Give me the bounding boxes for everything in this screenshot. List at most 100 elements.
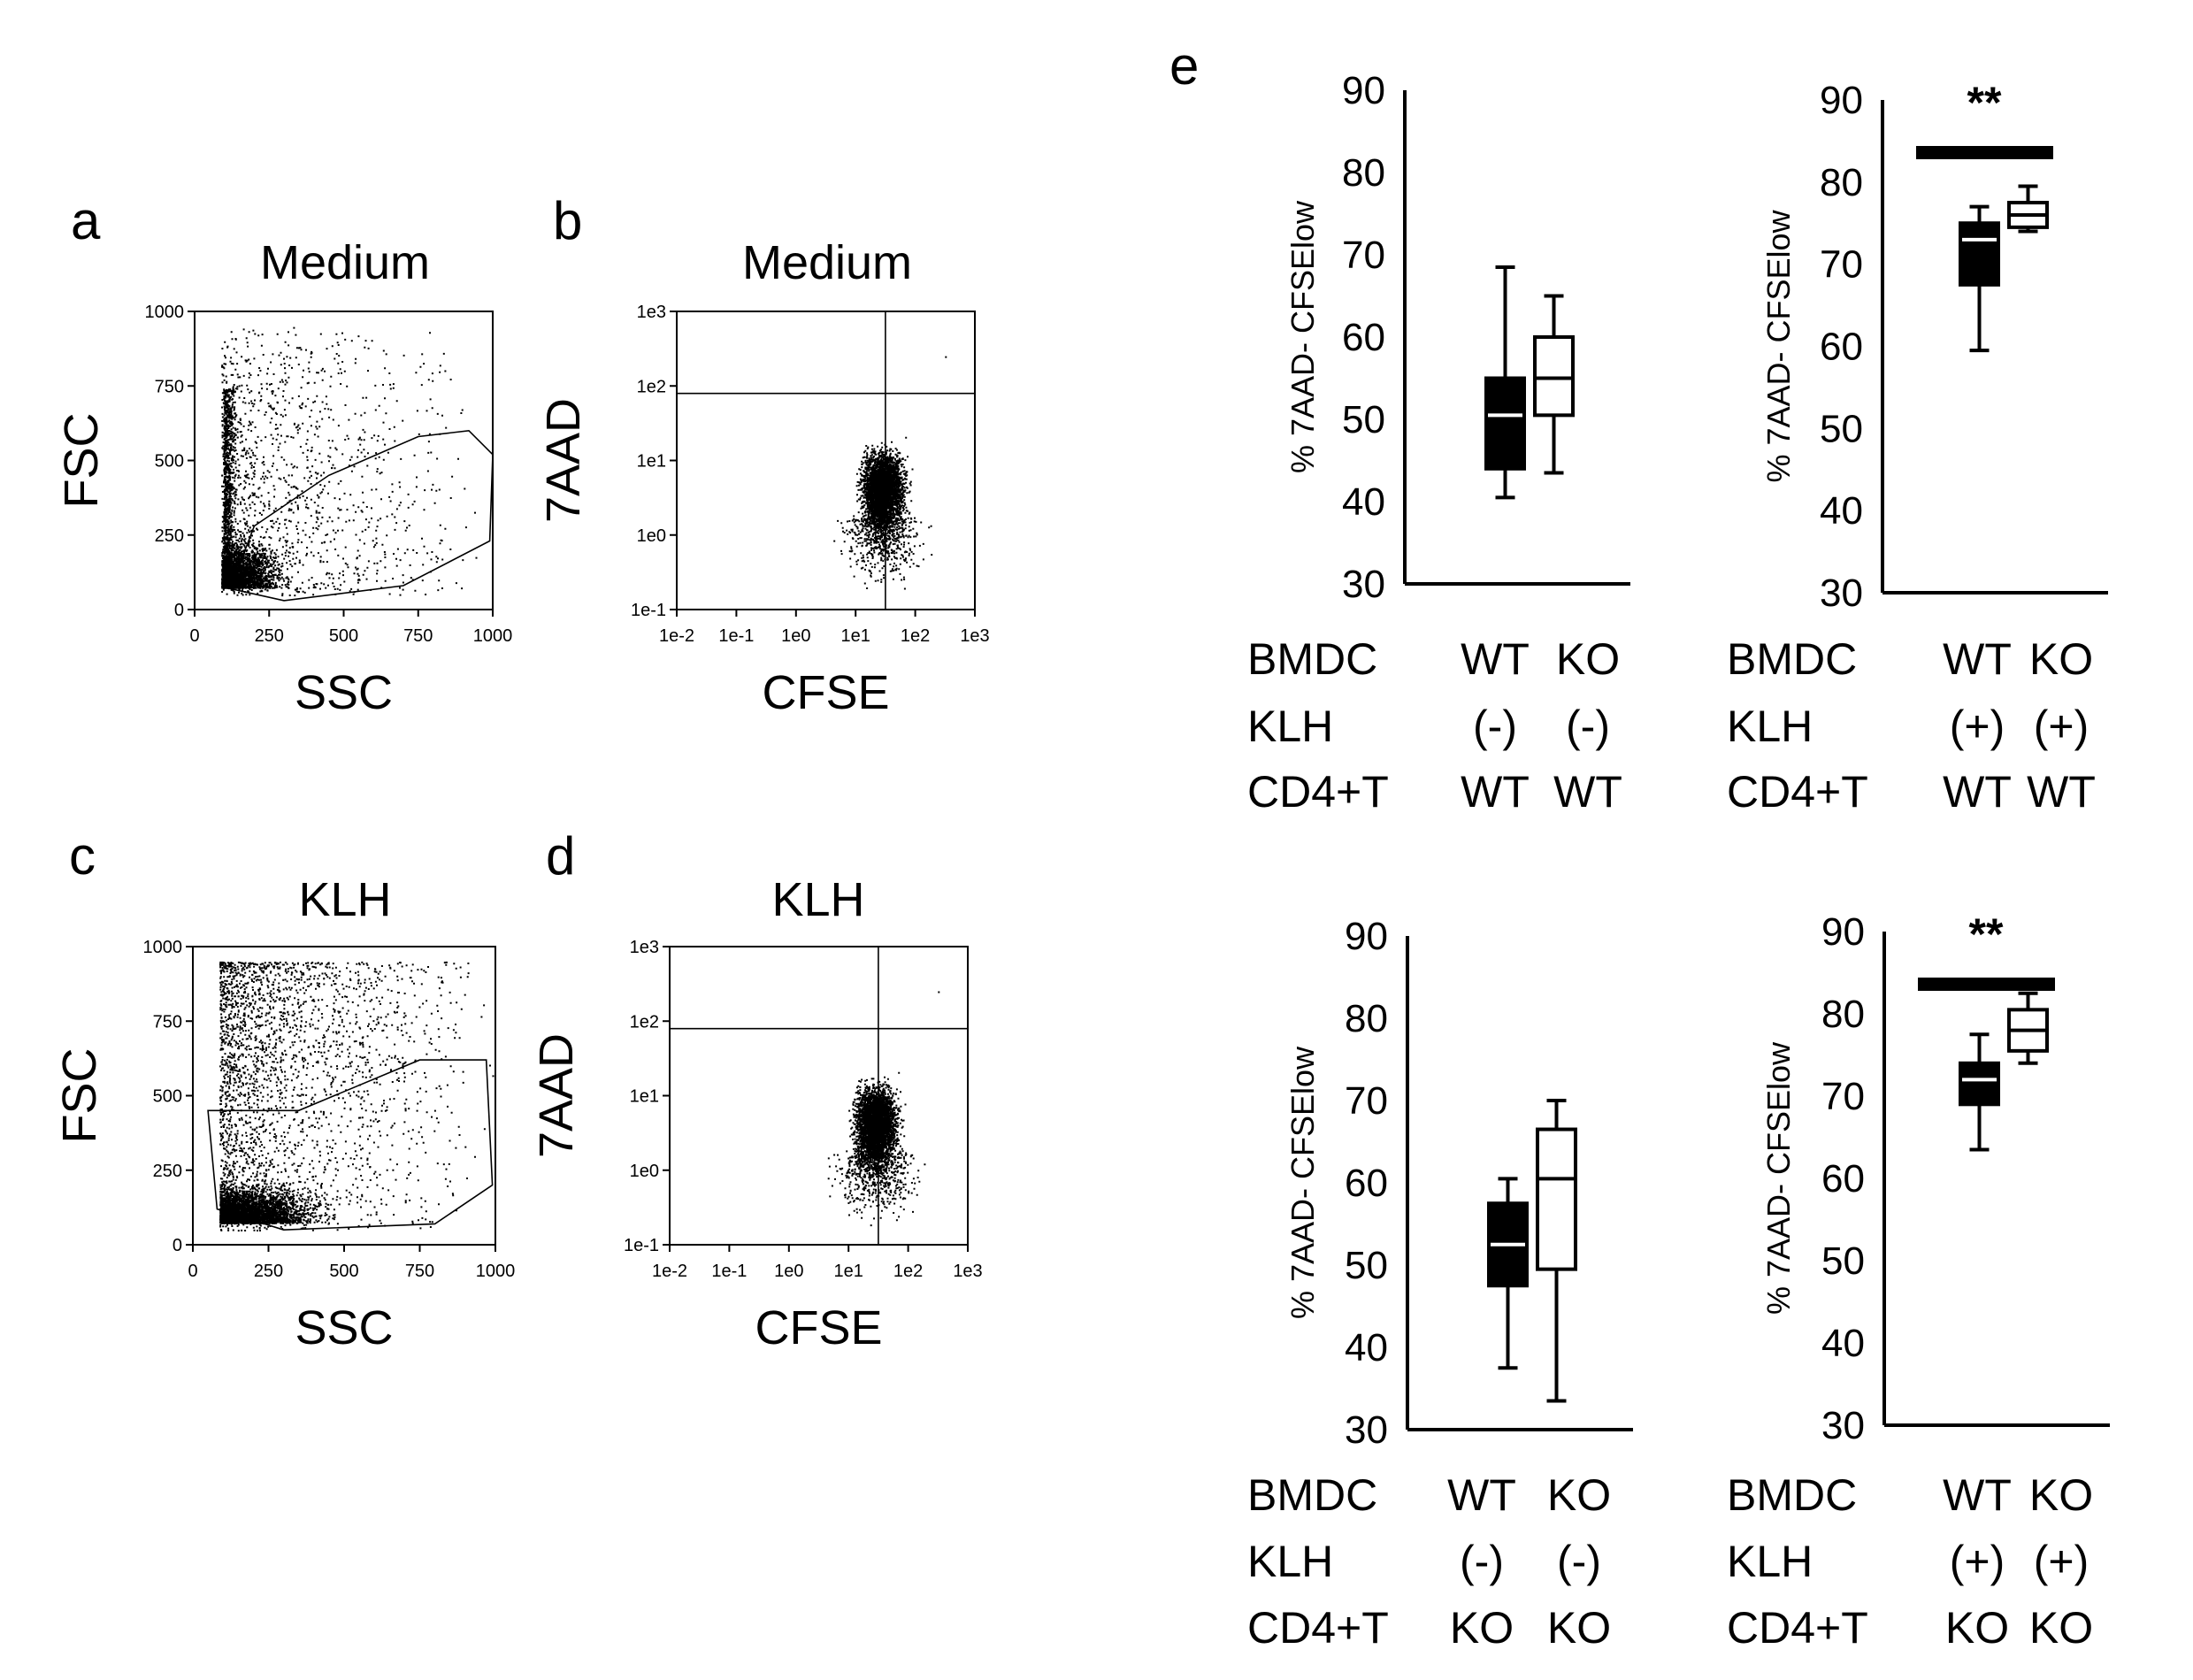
condition-value: WT — [1943, 767, 2012, 817]
y-tick-label: 1e0 — [637, 526, 666, 546]
y-tick-label: 500 — [153, 1087, 182, 1107]
panel-letter: d — [546, 826, 575, 886]
y-tick-label: 90 — [1342, 69, 1385, 112]
condition-value: KO — [2029, 1603, 2093, 1653]
y-axis-label: % 7AAD- CFSElow — [1760, 1041, 1797, 1315]
y-tick-label: 80 — [1345, 997, 1388, 1040]
condition-value: (-) — [1557, 1537, 1601, 1586]
y-axis-label: 7AAD — [537, 398, 590, 523]
flow-panel-a: a Medium 0 250 500 750 1000 0 250 500 750 1000 SSC FS… — [55, 191, 512, 719]
scatter-events — [827, 991, 940, 1227]
condition-value: WT — [1461, 634, 1530, 684]
y-tick-label: 80 — [1342, 151, 1385, 195]
y-tick-label: 60 — [1342, 316, 1385, 359]
condition-row-label: KLH — [1727, 702, 1813, 751]
condition-value: KO — [1556, 634, 1620, 684]
panel-title: Medium — [260, 236, 430, 289]
x-tick-label: 0 — [189, 626, 199, 646]
y-axis-label: % 7AAD- CFSElow — [1760, 209, 1797, 482]
condition-value: KO — [1547, 1603, 1611, 1653]
y-tick-label: 40 — [1342, 480, 1385, 524]
x-tick-label: 1e1 — [834, 1262, 863, 1281]
x-tick-label: 1e0 — [774, 1262, 803, 1281]
x-tick-label: 250 — [255, 626, 284, 646]
y-tick-label: 40 — [1345, 1326, 1388, 1369]
scatter-events — [219, 961, 495, 1232]
y-tick-label: 1e-1 — [631, 601, 666, 620]
gate-polygon — [207, 1059, 494, 1231]
x-tick-label: 1e-2 — [659, 626, 694, 646]
x-axis-label: CFSE — [755, 1301, 882, 1354]
condition-row-label: BMDC — [1727, 1470, 1857, 1520]
y-tick-label: 80 — [1820, 161, 1863, 204]
y-tick-label: 1000 — [145, 303, 185, 322]
condition-value: KO — [1450, 1603, 1514, 1653]
x-tick-label: 500 — [329, 626, 358, 646]
y-tick-label: 70 — [1821, 1075, 1865, 1118]
y-tick-label: 1e3 — [630, 938, 659, 957]
x-tick-label: 1e2 — [901, 626, 930, 646]
box-plot-1: 30 40 50 60 70 80 90 % 7AAD- CFSElow BMDC WT KO KLH… — [1247, 69, 1630, 817]
box-iqr — [1484, 376, 1526, 471]
condition-row-label: KLH — [1247, 1537, 1333, 1586]
condition-value: KO — [2029, 1470, 2093, 1520]
y-tick-label: 30 — [1821, 1404, 1865, 1447]
y-tick-label: 60 — [1821, 1157, 1865, 1201]
y-tick-label: 40 — [1821, 1322, 1865, 1365]
y-tick-label: 750 — [155, 377, 184, 396]
y-tick-label: 80 — [1821, 993, 1865, 1036]
y-axis-label: % 7AAD- CFSElow — [1284, 200, 1321, 473]
y-tick-label: 0 — [174, 601, 184, 620]
condition-value: KO — [2029, 634, 2093, 684]
y-tick-label: 30 — [1345, 1408, 1388, 1452]
condition-value: KO — [1547, 1470, 1611, 1520]
y-tick-label: 1e1 — [637, 452, 666, 472]
condition-row-label: KLH — [1727, 1537, 1813, 1586]
box-wt — [1959, 1032, 2000, 1152]
x-tick-label: 500 — [329, 1262, 358, 1281]
y-tick-label: 1e2 — [637, 377, 666, 396]
y-axis-label: FSC — [53, 1048, 106, 1144]
y-tick-label: 1e-1 — [624, 1236, 659, 1255]
x-axis-label: SSC — [295, 1301, 393, 1354]
panel-letter: c — [69, 826, 96, 886]
x-axis-label: SSC — [295, 666, 393, 719]
y-tick-label: 1e3 — [637, 303, 666, 322]
condition-value: (-) — [1473, 702, 1517, 751]
x-tick-label: 1e-1 — [711, 1262, 747, 1281]
y-tick-label: 70 — [1820, 243, 1863, 287]
flow-panel-d: d KLH 1e-2 1e-1 1e0 1e1 1e2 1e3 1e-1 1e0 1e1 1e2 1e3… — [530, 826, 983, 1354]
significance-bar — [1918, 978, 2055, 991]
condition-row-label: CD4+T — [1247, 1603, 1389, 1653]
condition-value: (-) — [1460, 1537, 1504, 1586]
y-tick-label: 50 — [1345, 1244, 1388, 1287]
x-tick-label: 1e-2 — [652, 1262, 687, 1281]
y-tick-label: 70 — [1342, 234, 1385, 277]
condition-row-label: BMDC — [1247, 1470, 1377, 1520]
y-axis-label: % 7AAD- CFSElow — [1284, 1046, 1321, 1319]
box-wt — [1959, 204, 2000, 353]
box-iqr — [1959, 221, 2000, 287]
scatter-events — [221, 326, 478, 597]
plot-frame — [676, 311, 976, 610]
panel-title: KLH — [298, 873, 391, 926]
y-tick-label: 90 — [1345, 915, 1388, 958]
x-tick-label: 1e-1 — [718, 626, 754, 646]
panel-title: KLH — [771, 873, 864, 926]
condition-value: WT — [1943, 1470, 2012, 1520]
box-iqr — [1959, 1061, 2000, 1107]
condition-value: KO — [1945, 1603, 2009, 1653]
y-tick-label: 250 — [155, 526, 184, 546]
y-axis-label: FSC — [55, 413, 108, 509]
gate-polygon — [229, 429, 494, 602]
condition-value: (+) — [2034, 702, 2089, 751]
y-tick-label: 750 — [153, 1012, 182, 1032]
y-tick-label: 50 — [1820, 407, 1863, 450]
x-tick-label: 1e3 — [953, 1262, 982, 1281]
box-plot-4: 30 40 50 60 70 80 90 % 7AAD- CFSElow ** BMDC WT KO K… — [1727, 909, 2110, 1653]
x-tick-label: 0 — [188, 1262, 197, 1281]
panel-letter: a — [71, 191, 101, 250]
significance-bar — [1916, 146, 2053, 159]
y-tick-label: 70 — [1345, 1079, 1388, 1123]
